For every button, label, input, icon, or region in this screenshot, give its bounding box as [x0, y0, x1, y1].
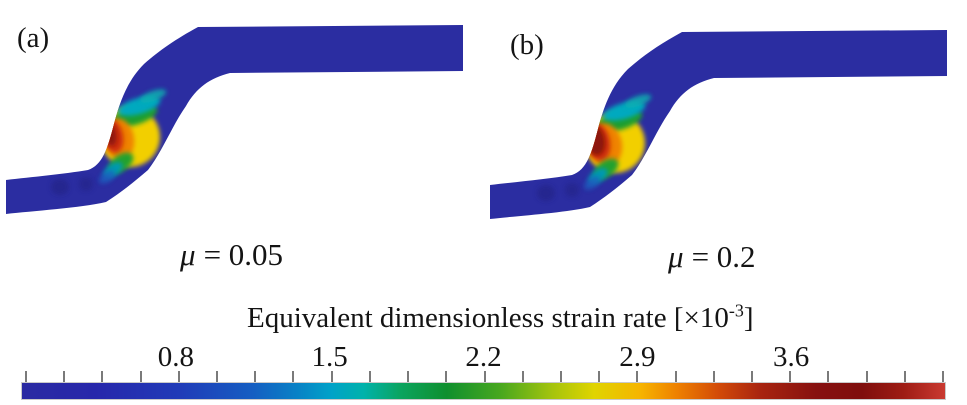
colorbar-tick	[101, 371, 104, 382]
colorbar-tick	[750, 371, 753, 382]
specimen-contour-a	[6, 25, 463, 214]
colorbar-tick	[903, 371, 906, 382]
colorbar-title: Equivalent dimensionless strain rate [×1…	[247, 300, 754, 335]
colorbar-tick-labels: 0.8 1.5 2.2 2.9 3.6	[22, 341, 945, 373]
specimen-body-a	[6, 25, 463, 214]
colorbar-tick	[63, 371, 66, 382]
specimen-body-b	[490, 30, 947, 219]
colorbar-tick-label: 2.9	[619, 341, 656, 373]
colorbar-tick	[598, 371, 601, 382]
panel-label-a: (a)	[17, 22, 50, 54]
colorbar-tick	[254, 371, 257, 382]
strain-zone-b	[537, 94, 652, 201]
colorbar-tick	[712, 371, 715, 382]
colorbar-tick	[789, 371, 792, 382]
colorbar-tick	[368, 371, 371, 382]
caption-mu-b: μ = 0.2	[668, 241, 756, 272]
colorbar-tick-label: 3.6	[773, 341, 810, 373]
colorbar-tick	[216, 371, 219, 382]
mu-value: = 0.05	[203, 237, 284, 272]
colorbar-tick	[559, 371, 562, 382]
colorbar-tick	[483, 371, 486, 382]
colorbar-tick-label: 2.2	[465, 341, 502, 373]
mu-value: = 0.2	[691, 239, 756, 274]
colorbar-tick	[827, 371, 830, 382]
colorbar-title-close: ]	[743, 302, 754, 334]
mu-symbol: μ	[180, 237, 196, 272]
colorbar-tick	[330, 371, 333, 382]
colorbar-tick	[865, 371, 868, 382]
colorbar-tick-label: 0.8	[157, 341, 194, 373]
colorbar-title-exponent: -3	[728, 300, 744, 321]
colorbar-tick	[942, 371, 944, 382]
colorbar-tick	[636, 371, 639, 382]
colorbar-tick	[521, 371, 524, 382]
caption-mu-a: μ = 0.05	[180, 239, 283, 270]
colorbar-tick	[407, 371, 410, 382]
colorbar-tick	[292, 371, 295, 382]
specimen-contour-b	[490, 30, 947, 219]
colorbar-tick	[139, 371, 142, 382]
colorbar-tick	[674, 371, 677, 382]
colorbar-tick-marks	[22, 371, 945, 382]
mu-symbol: μ	[668, 239, 684, 274]
colorbar-tick	[445, 371, 448, 382]
colorbar-tick-label: 1.5	[311, 341, 348, 373]
colorbar-title-text: Equivalent dimensionless strain rate [×1…	[247, 302, 729, 334]
colorbar-tick	[177, 371, 180, 382]
colorbar-tick	[25, 371, 27, 382]
panel-label-b: (b)	[510, 29, 544, 61]
colorbar-gradient	[21, 382, 946, 400]
